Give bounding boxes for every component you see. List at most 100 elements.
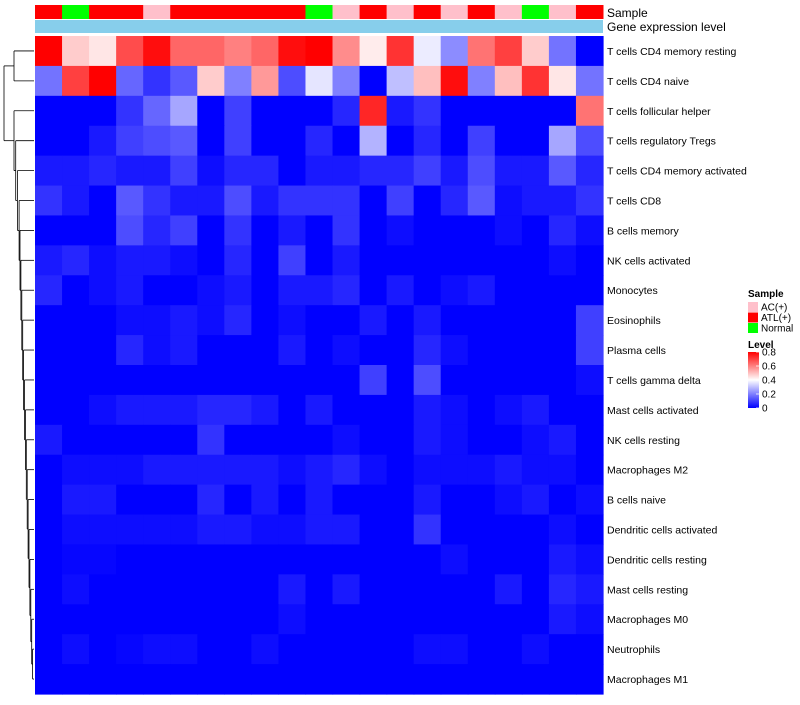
heatmap-cell bbox=[575, 484, 604, 516]
heatmap-cell bbox=[35, 484, 63, 516]
heatmap-cell bbox=[413, 574, 442, 605]
heatmap-cell bbox=[116, 185, 144, 217]
heatmap-cell bbox=[386, 305, 415, 336]
sample-annotation-cell bbox=[359, 5, 388, 19]
heatmap-cell bbox=[197, 484, 225, 516]
level-tick-label: 0.6 bbox=[762, 362, 776, 373]
heatmap-cell bbox=[35, 335, 63, 366]
heatmap-cell bbox=[386, 95, 415, 127]
heatmap-cell bbox=[170, 215, 198, 246]
heatmap-cell bbox=[197, 215, 225, 246]
heatmap-cell bbox=[62, 65, 90, 97]
sample-annotation-cell bbox=[224, 5, 252, 19]
heatmap-cell bbox=[116, 275, 144, 306]
heatmap-cell bbox=[548, 484, 577, 516]
heatmap-cell bbox=[467, 335, 496, 366]
heatmap-cell bbox=[548, 65, 577, 97]
heatmap-cell bbox=[251, 125, 280, 157]
heatmap-cell bbox=[89, 335, 117, 366]
heatmap-cell bbox=[440, 664, 469, 695]
heatmap-cell bbox=[62, 215, 90, 246]
heatmap-cell bbox=[548, 335, 577, 366]
heatmap-cell bbox=[494, 185, 523, 217]
heatmap-cell bbox=[386, 484, 415, 516]
heatmap-cell bbox=[521, 604, 550, 635]
heatmap-cell bbox=[251, 394, 280, 426]
heatmap-cell bbox=[251, 155, 280, 187]
heatmap-cell bbox=[143, 155, 171, 187]
heatmap-cell bbox=[548, 664, 577, 695]
heatmap-cell bbox=[62, 335, 90, 366]
heatmap-cell bbox=[332, 454, 361, 486]
heatmap-cell bbox=[359, 604, 388, 635]
row-label: Dendritic cells resting bbox=[607, 554, 707, 566]
heatmap-cell bbox=[116, 604, 144, 635]
heatmap-cell bbox=[467, 125, 496, 157]
heatmap-cell bbox=[62, 484, 90, 516]
heatmap-cell bbox=[386, 454, 415, 486]
heatmap-cell bbox=[386, 275, 415, 306]
heatmap-cell bbox=[62, 365, 90, 396]
heatmap-cell bbox=[251, 365, 280, 396]
legend-sample-title: Sample bbox=[748, 289, 784, 300]
heatmap-cell bbox=[89, 664, 117, 695]
heatmap-cell bbox=[521, 544, 550, 575]
heatmap-cell bbox=[332, 574, 361, 605]
heatmap-cell bbox=[278, 155, 307, 187]
heatmap-cell bbox=[359, 544, 388, 575]
heatmap-cell bbox=[332, 335, 361, 366]
row-label: Plasma cells bbox=[607, 345, 666, 357]
heatmap-cell bbox=[278, 95, 307, 127]
heatmap-cell bbox=[170, 36, 198, 67]
heatmap-cell bbox=[413, 155, 442, 187]
heatmap-cell bbox=[413, 634, 442, 665]
heatmap-cell bbox=[116, 65, 144, 97]
heatmap-cell bbox=[413, 454, 442, 486]
heatmap-cell bbox=[143, 95, 171, 127]
heatmap-cell bbox=[440, 95, 469, 127]
heatmap-cell bbox=[332, 484, 361, 516]
heatmap-cell bbox=[170, 185, 198, 217]
heatmap-cell bbox=[386, 65, 415, 97]
sample-annotation-cell bbox=[197, 5, 225, 19]
heatmap-cell bbox=[521, 634, 550, 665]
heatmap-cell bbox=[359, 305, 388, 336]
heatmap-cell bbox=[143, 424, 171, 456]
heatmap-cell bbox=[62, 634, 90, 665]
heatmap-cell bbox=[143, 275, 171, 306]
heatmap-cell bbox=[251, 305, 280, 336]
heatmap-cell bbox=[521, 365, 550, 396]
heatmap-cell bbox=[494, 155, 523, 187]
heatmap-cell bbox=[332, 634, 361, 665]
heatmap-cell bbox=[62, 155, 90, 187]
heatmap-cell bbox=[143, 215, 171, 246]
heatmap-cell bbox=[62, 604, 90, 635]
heatmap-cell bbox=[224, 484, 252, 516]
heatmap-cell bbox=[251, 424, 280, 456]
heatmap-cell bbox=[521, 484, 550, 516]
heatmap-cell bbox=[494, 65, 523, 97]
heatmap-cell bbox=[278, 574, 307, 605]
heatmap-cell bbox=[467, 305, 496, 336]
heatmap-cell bbox=[35, 95, 63, 127]
heatmap-cell bbox=[359, 394, 388, 426]
heatmap-cell bbox=[224, 275, 252, 306]
heatmap-cell bbox=[62, 125, 90, 157]
heatmap-cell bbox=[251, 335, 280, 366]
heatmap-cell bbox=[116, 305, 144, 336]
heatmap-cell bbox=[251, 245, 280, 276]
row-label: B cells memory bbox=[607, 225, 680, 237]
heatmap-cell bbox=[413, 215, 442, 246]
gene-expression-annotation-label: Gene expression level bbox=[607, 20, 726, 34]
heatmap-cell bbox=[467, 454, 496, 486]
heatmap-cell bbox=[305, 305, 334, 336]
heatmap-cell bbox=[575, 574, 604, 605]
heatmap-cell bbox=[278, 335, 307, 366]
heatmap-cell bbox=[224, 634, 252, 665]
heatmap-cell bbox=[494, 514, 523, 546]
heatmap-cell bbox=[170, 544, 198, 575]
heatmap-cell bbox=[440, 65, 469, 97]
heatmap-cell bbox=[359, 125, 388, 157]
